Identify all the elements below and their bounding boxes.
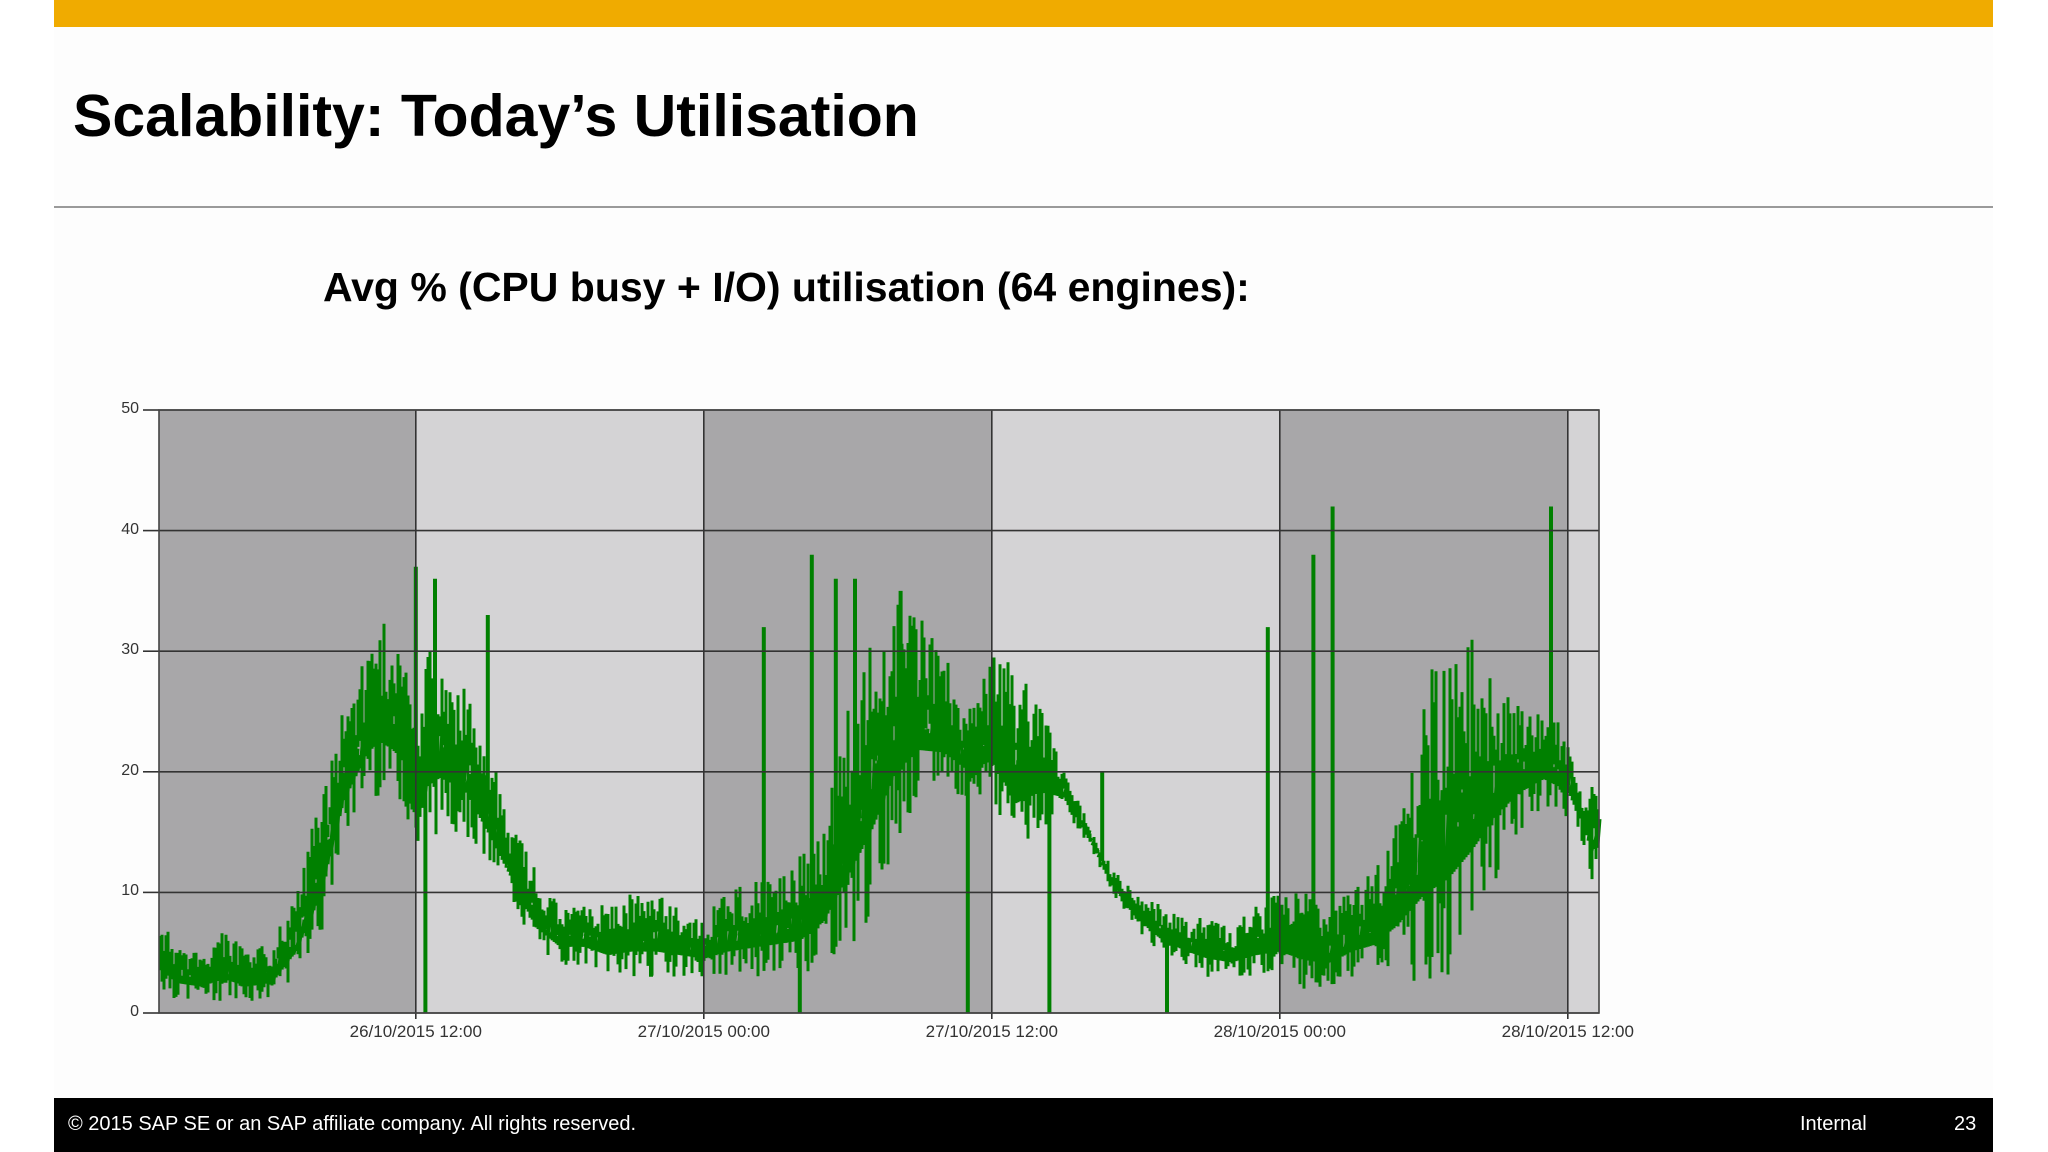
copyright-text: © 2015 SAP SE or an SAP affiliate compan… bbox=[68, 1113, 637, 1135]
x-tick-label: 28/10/2015 00:00 bbox=[1213, 1022, 1346, 1041]
x-tick-label: 27/10/2015 12:00 bbox=[925, 1022, 1058, 1041]
y-tick-label: 50 bbox=[121, 400, 139, 417]
page-title: Scalability: Today’s Utilisation bbox=[73, 83, 919, 149]
classification-label: Internal bbox=[1800, 1113, 1867, 1135]
accent-bar bbox=[54, 0, 1993, 27]
footer: © 2015 SAP SE or an SAP affiliate compan… bbox=[54, 1098, 1993, 1152]
y-tick-label: 40 bbox=[121, 520, 139, 538]
y-tick-label: 20 bbox=[121, 761, 139, 779]
chart-subtitle: Avg % (CPU busy + I/O) utilisation (64 e… bbox=[323, 264, 1250, 310]
y-tick-label: 30 bbox=[121, 641, 139, 659]
x-tick-label: 28/10/2015 12:00 bbox=[1501, 1022, 1634, 1041]
y-tick-label: 10 bbox=[121, 882, 139, 900]
y-tick-label: 0 bbox=[130, 1003, 139, 1020]
title-divider bbox=[54, 206, 1993, 208]
x-tick-label: 26/10/2015 12:00 bbox=[349, 1022, 482, 1041]
plot-border bbox=[158, 409, 1600, 1014]
page-number: 23 bbox=[1954, 1113, 1977, 1135]
x-tick-label: 27/10/2015 00:00 bbox=[637, 1022, 770, 1041]
background-band-light bbox=[1567, 410, 1599, 1013]
